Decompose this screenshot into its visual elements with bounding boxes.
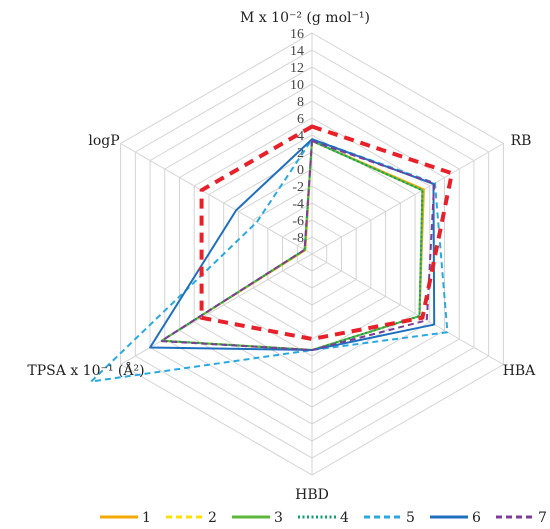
- r-tick-label: 16: [290, 27, 304, 42]
- grid-spoke: [120, 143, 313, 255]
- r-tick-label: 12: [290, 61, 304, 76]
- radial-tick-labels: 16 14 12 10 8 6 4 2 0 -2 -4 -6 -8: [290, 27, 304, 246]
- grid-spoke: [120, 253, 313, 365]
- legend-label-5: 5: [406, 510, 415, 526]
- radar-series: [90, 124, 454, 383]
- legend-label-2: 2: [208, 510, 217, 526]
- legend-label-7: 7: [538, 510, 547, 526]
- axis-label-hbd: HBD: [295, 487, 329, 503]
- legend: 1 2 3 4 5 6 7: [100, 510, 547, 526]
- axis-label-tpsa: TPSA x 10⁻¹ (Å²): [27, 361, 144, 379]
- r-tick-label: -4: [292, 197, 304, 212]
- axis-label-logp: logP: [88, 133, 119, 149]
- axis-label-rb: RB: [511, 133, 532, 149]
- r-tick-label: 0: [297, 163, 304, 178]
- legend-label-3: 3: [274, 510, 283, 526]
- r-tick-label: -6: [292, 214, 304, 229]
- r-tick-label: 10: [290, 78, 304, 93]
- r-tick-label: 14: [290, 44, 304, 59]
- r-tick-label: 2: [297, 146, 304, 161]
- r-tick-label: -2: [292, 180, 304, 195]
- r-tick-label: -8: [292, 231, 304, 246]
- r-tick-label: 8: [297, 95, 304, 110]
- series-7: [160, 139, 436, 352]
- grid-spoke: [311, 253, 504, 365]
- axis-label-hba: HBA: [503, 363, 536, 379]
- legend-label-4: 4: [340, 510, 349, 526]
- legend-label-6: 6: [472, 510, 481, 526]
- r-tick-label: 6: [297, 112, 304, 127]
- radar-grid: [120, 32, 504, 476]
- legend-label-1: 1: [142, 510, 151, 526]
- r-tick-label: 4: [297, 129, 304, 144]
- grid-spoke: [311, 143, 504, 255]
- series-reference: [199, 124, 454, 341]
- axis-label-mass: M x 10⁻² (g mol⁻¹): [240, 10, 370, 26]
- series-5: [90, 138, 449, 383]
